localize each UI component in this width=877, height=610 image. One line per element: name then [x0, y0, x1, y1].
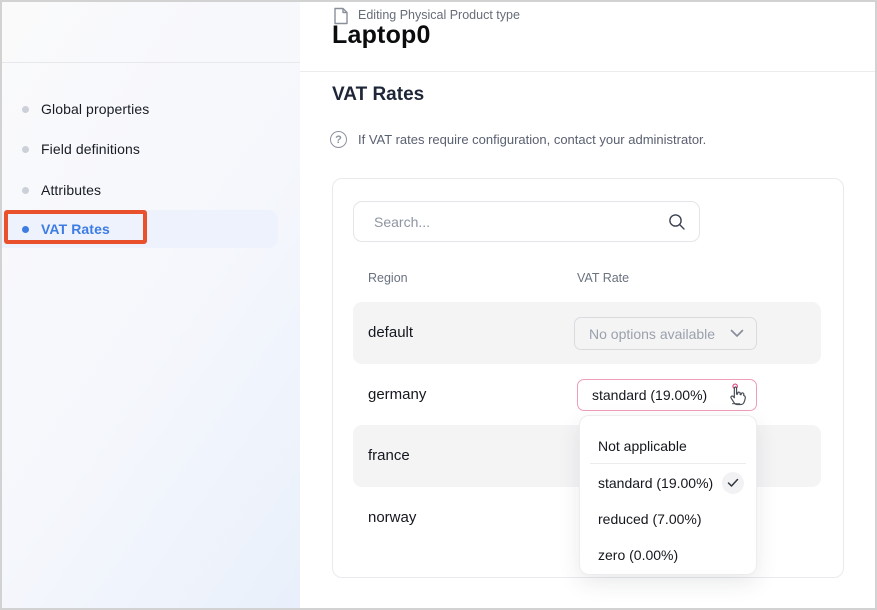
help-text: If VAT rates require configuration, cont… [358, 132, 707, 147]
bullet-icon [22, 186, 29, 194]
vat-select-germany[interactable]: standard (19.00%) [577, 379, 757, 411]
document-icon [334, 7, 348, 25]
dropdown-option-reduced[interactable]: reduced (7.00%) [598, 510, 702, 527]
help-question-icon: ? [330, 131, 347, 148]
dropdown-option-standard[interactable]: standard (19.00%) [580, 466, 756, 499]
dropdown-option-zero[interactable]: zero (0.00%) [598, 546, 679, 563]
dropdown-divider [590, 463, 746, 464]
dropdown-option-not-applicable[interactable]: Not applicable [598, 437, 687, 454]
chevron-down-icon [730, 329, 744, 337]
vat-select-default[interactable]: No options available [574, 317, 757, 350]
sidebar-item-global-properties[interactable]: Global properties [2, 90, 278, 128]
region-label: germany [368, 386, 427, 403]
sidebar-item-attributes[interactable]: Attributes [2, 171, 278, 209]
section-title: VAT Rates [332, 84, 425, 105]
help-row: ? If VAT rates require configuration, co… [330, 131, 706, 148]
region-label: norway [368, 509, 417, 526]
page-title: Laptop0 [332, 21, 431, 49]
select-value: No options available [589, 325, 716, 342]
sidebar: Global properties Field definitions Attr… [2, 2, 300, 608]
header-divider [300, 71, 875, 72]
bullet-icon [22, 145, 29, 153]
search-icon[interactable] [668, 213, 686, 231]
region-label: default [368, 324, 414, 341]
sidebar-item-vat-rates[interactable]: VAT Rates [2, 210, 278, 248]
column-header-vat-rate: VAT Rate [577, 271, 630, 285]
bullet-icon [22, 105, 29, 113]
sidebar-item-label: VAT Rates [41, 221, 110, 237]
table-row-default [353, 302, 821, 364]
region-label: france [368, 447, 410, 464]
bullet-icon [22, 225, 29, 233]
select-value: standard (19.00%) [592, 387, 708, 403]
sidebar-item-label: Field definitions [41, 141, 140, 157]
sidebar-item-label: Global properties [41, 101, 150, 117]
sidebar-item-label: Attributes [41, 182, 102, 198]
search-input[interactable] [372, 202, 652, 241]
search-box[interactable] [353, 201, 700, 242]
column-header-region: Region [368, 271, 408, 285]
sidebar-item-field-definitions[interactable]: Field definitions [2, 130, 278, 168]
sidebar-header-divider [2, 62, 300, 63]
context-label: Editing Physical Product type [358, 8, 520, 22]
checkmark-icon [722, 471, 744, 494]
vat-rate-dropdown-menu: Not applicable standard (19.00%) reduced… [579, 415, 757, 575]
